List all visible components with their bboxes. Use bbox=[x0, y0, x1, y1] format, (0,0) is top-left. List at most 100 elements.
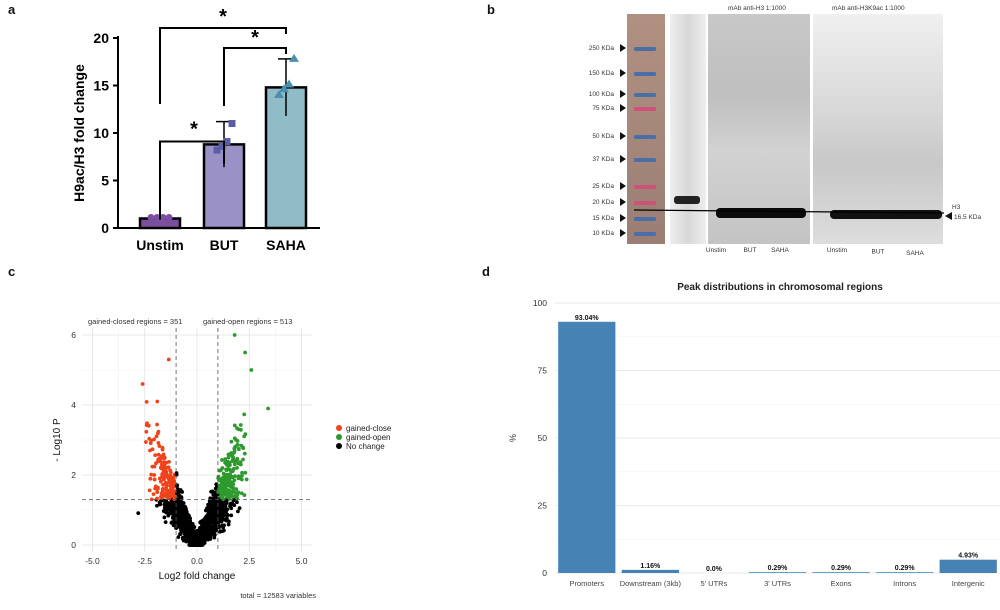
ladder-band bbox=[634, 232, 656, 236]
blot-strip-h3k9ac bbox=[813, 14, 943, 244]
ladder-marker-label: 250 KDa bbox=[589, 45, 615, 52]
data-point bbox=[184, 509, 189, 514]
bar-unstim bbox=[138, 217, 182, 230]
data-point bbox=[225, 507, 230, 512]
data-point bbox=[239, 443, 244, 448]
bar-intergenic bbox=[939, 559, 997, 573]
value-label: 0.29% bbox=[768, 565, 789, 572]
data-point bbox=[235, 456, 240, 461]
marker-arrow bbox=[620, 155, 626, 163]
data-point bbox=[176, 522, 180, 527]
data-point bbox=[218, 529, 223, 534]
data-point bbox=[166, 501, 171, 506]
data-point bbox=[236, 476, 241, 481]
data-point bbox=[166, 357, 171, 362]
data-point bbox=[163, 481, 168, 485]
data-point bbox=[162, 492, 167, 497]
data-point bbox=[227, 483, 232, 488]
y-tick-label: 0 bbox=[101, 220, 109, 236]
data-point bbox=[168, 473, 173, 478]
data-point bbox=[156, 485, 160, 490]
data-point bbox=[166, 465, 171, 470]
legend-label: No change bbox=[346, 442, 385, 451]
data-point bbox=[234, 438, 239, 442]
data-point bbox=[227, 452, 232, 457]
data-point bbox=[197, 543, 202, 547]
data-point bbox=[235, 492, 240, 497]
y-tick-label: 4 bbox=[71, 400, 76, 410]
ladder-marker-label: 100 KDa bbox=[589, 91, 615, 98]
volcano-points bbox=[136, 333, 270, 547]
data-point bbox=[179, 528, 183, 533]
data-point bbox=[179, 508, 184, 513]
data-point bbox=[195, 539, 200, 544]
data-point bbox=[228, 494, 233, 499]
data-point bbox=[209, 499, 214, 504]
y-axis-label: % bbox=[508, 434, 518, 442]
bar-3-utrs bbox=[748, 572, 807, 573]
ladder-marker-label: 20 KDa bbox=[592, 199, 614, 206]
annotation-gained-closed: gained-closed regions = 351 bbox=[88, 317, 182, 326]
data-point bbox=[222, 507, 226, 512]
ladder-marker-label: 75 KDa bbox=[592, 105, 614, 112]
significance-bracket bbox=[159, 140, 225, 220]
data-point bbox=[218, 142, 226, 150]
data-point bbox=[226, 455, 231, 460]
data-point bbox=[155, 399, 160, 404]
data-point bbox=[168, 484, 173, 489]
data-point bbox=[143, 440, 148, 444]
data-point bbox=[225, 513, 230, 517]
x-tick-label: 3' UTRs bbox=[764, 579, 791, 588]
y-tick-label: 20 bbox=[93, 30, 109, 46]
data-point bbox=[211, 490, 216, 495]
data-point bbox=[224, 492, 229, 497]
data-point bbox=[179, 504, 184, 508]
blot-title-h3k9ac: mAb anti-H3K9ac 1:1000 bbox=[832, 5, 905, 12]
x-tick-label: Introns bbox=[893, 579, 916, 588]
data-point bbox=[236, 509, 240, 514]
data-point bbox=[213, 146, 221, 154]
significance-bracket bbox=[223, 47, 287, 106]
blot-title-h3: mAb anti-H3 1:1000 bbox=[728, 5, 786, 12]
ladder-band bbox=[634, 135, 656, 139]
data-point bbox=[174, 483, 179, 488]
data-point bbox=[204, 514, 209, 519]
data-point bbox=[160, 472, 165, 476]
marker-arrow bbox=[620, 69, 626, 77]
data-point bbox=[162, 460, 167, 465]
lane-label: Unstim bbox=[706, 247, 726, 254]
data-point bbox=[156, 452, 161, 457]
bar-introns bbox=[876, 572, 934, 573]
panel-label-a: a bbox=[8, 2, 16, 17]
data-point bbox=[224, 468, 229, 473]
blot-strip-markers bbox=[670, 14, 706, 244]
annotation-gained-open: gained-open regions = 513 bbox=[203, 317, 292, 326]
data-point bbox=[155, 490, 160, 495]
data-point bbox=[207, 527, 212, 531]
data-point bbox=[159, 495, 164, 500]
h3k9ac-band bbox=[830, 210, 942, 219]
data-point bbox=[158, 465, 163, 470]
y-tick-label: 6 bbox=[71, 330, 76, 340]
data-point bbox=[160, 488, 165, 493]
blot-labels: 250 KDa 150 KDa 100 KDa 75 KDa 50 KDa 37 KDa 2… bbox=[589, 5, 982, 257]
data-point bbox=[211, 524, 216, 529]
value-label: 1.16% bbox=[640, 563, 661, 570]
lane-label: Unstim bbox=[827, 247, 847, 254]
data-point bbox=[160, 447, 165, 452]
bar-promoters bbox=[558, 321, 616, 573]
data-point bbox=[151, 492, 156, 497]
data-point bbox=[221, 525, 225, 530]
marker-arrow bbox=[620, 132, 626, 140]
legend-marker bbox=[336, 443, 342, 449]
data-point bbox=[144, 423, 149, 428]
data-point bbox=[289, 53, 299, 62]
data-point bbox=[243, 432, 248, 437]
band-label-name: H3 bbox=[952, 204, 961, 211]
data-point bbox=[240, 470, 244, 475]
data-point bbox=[172, 522, 177, 527]
data-point bbox=[190, 523, 195, 528]
data-point bbox=[166, 513, 171, 518]
data-point bbox=[180, 490, 184, 494]
data-point bbox=[136, 511, 141, 516]
